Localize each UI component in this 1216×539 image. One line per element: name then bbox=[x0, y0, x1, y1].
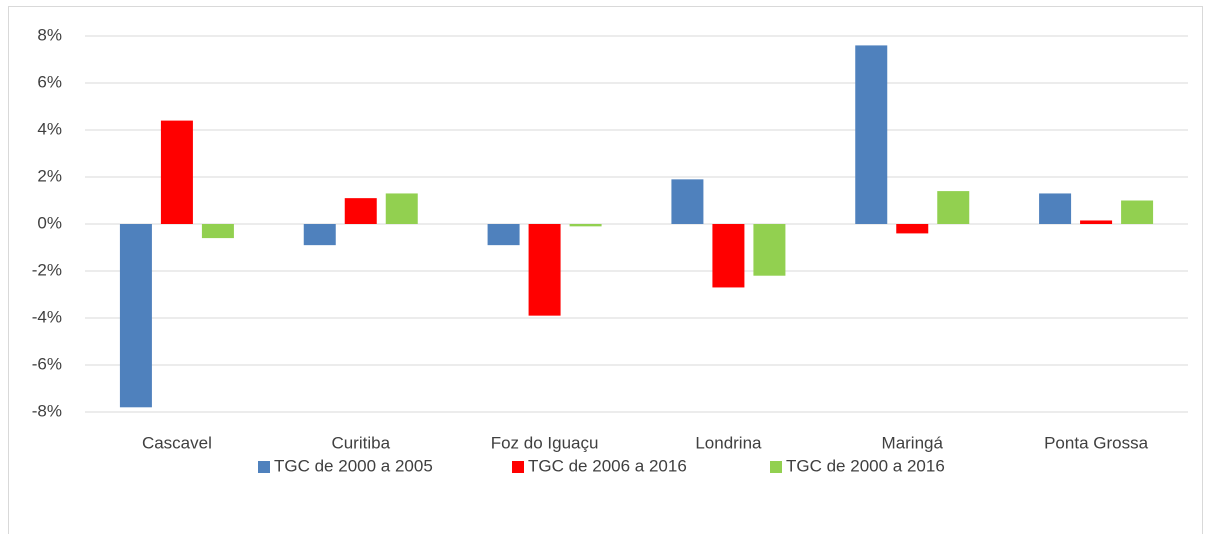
bar bbox=[1039, 193, 1072, 224]
y-tick-label: 8% bbox=[37, 25, 62, 44]
bar bbox=[569, 224, 602, 227]
bar bbox=[344, 198, 377, 224]
legend-swatch bbox=[512, 461, 524, 473]
bar bbox=[712, 224, 745, 288]
bar bbox=[753, 224, 786, 276]
y-tick-label: 6% bbox=[37, 72, 62, 91]
bar bbox=[385, 193, 418, 224]
x-tick-label: Cascavel bbox=[142, 433, 212, 452]
bar bbox=[303, 224, 336, 246]
bar bbox=[119, 224, 152, 408]
bar bbox=[855, 45, 888, 225]
x-tick-label: Londrina bbox=[695, 433, 762, 452]
legend-swatch bbox=[770, 461, 782, 473]
y-tick-label: -4% bbox=[32, 307, 62, 326]
chart-frame bbox=[8, 6, 1203, 534]
y-tick-label: 4% bbox=[37, 119, 62, 138]
bar bbox=[671, 179, 704, 224]
legend-label: TGC de 2006 a 2016 bbox=[528, 456, 687, 475]
legend-label: TGC de 2000 a 2005 bbox=[274, 456, 433, 475]
bar bbox=[528, 224, 561, 316]
bar bbox=[937, 191, 970, 224]
bar bbox=[1121, 200, 1154, 224]
y-tick-label: -2% bbox=[32, 260, 62, 279]
y-tick-label: 0% bbox=[37, 213, 62, 232]
legend-label: TGC de 2000 a 2016 bbox=[786, 456, 945, 475]
y-tick-label: 2% bbox=[37, 166, 62, 185]
y-tick-label: -8% bbox=[32, 401, 62, 420]
x-tick-label: Foz do Iguaçu bbox=[491, 433, 599, 452]
y-tick-label: -6% bbox=[32, 354, 62, 373]
bar bbox=[896, 224, 929, 234]
x-tick-label: Curitiba bbox=[331, 433, 390, 452]
x-tick-label: Maringá bbox=[882, 433, 944, 452]
bar bbox=[1080, 220, 1113, 224]
bar bbox=[487, 224, 520, 246]
legend-swatch bbox=[258, 461, 270, 473]
x-tick-label: Ponta Grossa bbox=[1044, 433, 1148, 452]
bar bbox=[201, 224, 234, 239]
bar bbox=[160, 120, 193, 224]
